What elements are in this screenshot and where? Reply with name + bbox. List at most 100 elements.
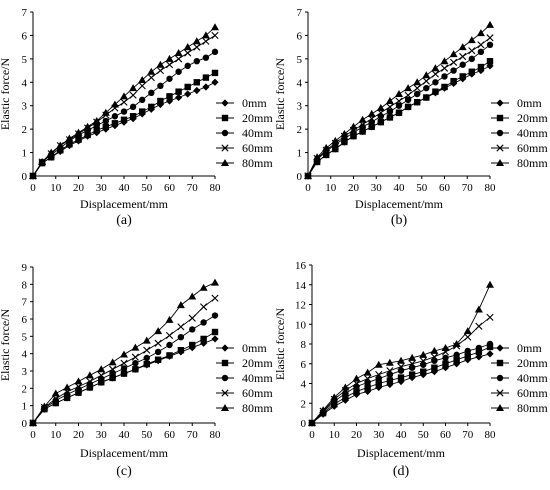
data-point xyxy=(475,344,483,352)
series-80mm xyxy=(29,278,219,426)
legend-entry: 80mm xyxy=(216,156,273,170)
data-point xyxy=(29,172,37,179)
data-point xyxy=(313,153,322,161)
data-point xyxy=(147,67,156,75)
y-tick-label: 0 xyxy=(297,171,303,183)
data-point xyxy=(367,109,376,117)
y-tick-label: 8 xyxy=(301,339,307,351)
data-point xyxy=(459,73,466,80)
legend-marker xyxy=(496,114,504,122)
data-point xyxy=(397,374,405,381)
legend-marker xyxy=(221,359,229,367)
y-axis-label: Elastic force/N xyxy=(0,58,12,131)
data-point xyxy=(486,340,494,348)
legend-marker xyxy=(496,159,504,166)
data-point xyxy=(395,90,403,97)
legend-label: 80mm xyxy=(242,156,273,170)
legend-marker xyxy=(221,374,229,382)
data-point xyxy=(129,113,137,120)
panel-label: (b) xyxy=(391,213,408,228)
legend-entry: 80mm xyxy=(491,156,548,170)
data-point xyxy=(131,343,140,351)
data-point xyxy=(323,151,330,159)
y-tick-label: 6 xyxy=(301,359,307,371)
data-point xyxy=(165,54,174,62)
data-point xyxy=(93,127,100,134)
data-point xyxy=(175,93,183,102)
data-point xyxy=(408,360,416,368)
data-point xyxy=(156,60,165,68)
x-axis-label: Displacement/mm xyxy=(80,446,169,460)
data-point xyxy=(386,103,394,111)
data-point xyxy=(358,115,367,123)
data-point xyxy=(47,148,56,156)
x-tick-label: 60 xyxy=(439,182,451,194)
data-point xyxy=(364,387,372,395)
data-point xyxy=(486,350,494,358)
series-80mm xyxy=(308,280,494,426)
data-point xyxy=(74,383,83,391)
data-point xyxy=(110,100,119,108)
data-point xyxy=(129,91,137,99)
data-point xyxy=(422,71,431,79)
legend-marker xyxy=(496,404,504,411)
data-point xyxy=(452,340,461,347)
data-point xyxy=(83,122,92,130)
y-tick-label: 14 xyxy=(295,280,307,292)
legend-label: 0mm xyxy=(517,341,542,355)
data-point xyxy=(200,339,208,347)
data-point xyxy=(38,157,47,165)
x-tick-label: 60 xyxy=(164,182,176,194)
data-point xyxy=(200,303,208,311)
data-point xyxy=(476,29,485,37)
data-point xyxy=(109,365,117,373)
data-point xyxy=(166,341,173,349)
legend-label: 60mm xyxy=(242,141,273,155)
y-tick-label: 1 xyxy=(22,148,28,160)
series-line xyxy=(311,353,491,424)
legend-marker xyxy=(221,99,229,107)
data-point xyxy=(120,92,128,100)
y-axis-label: Elastic force/N xyxy=(0,309,12,382)
chart-panel-d: 0 10 20 30 40 50 60 70 80 0 2 4 6 8 10 12 14 16 Displaceme… xyxy=(273,260,548,479)
data-point xyxy=(154,327,163,335)
data-point xyxy=(352,374,361,382)
data-point xyxy=(397,363,405,371)
x-tick-label: 30 xyxy=(96,429,108,441)
data-point xyxy=(154,356,162,363)
x-tick-label: 50 xyxy=(141,182,153,194)
data-point xyxy=(56,141,65,149)
legend-marker xyxy=(496,129,504,137)
data-point xyxy=(413,78,422,86)
data-point xyxy=(308,419,316,426)
x-tick-label: 30 xyxy=(371,182,383,194)
y-tick-label: 0 xyxy=(22,418,28,430)
data-point xyxy=(431,364,438,371)
data-point xyxy=(386,377,394,384)
y-tick-label: 8 xyxy=(22,279,28,291)
data-point xyxy=(340,129,349,137)
y-tick-label: 5 xyxy=(22,54,28,66)
legend-marker xyxy=(221,159,229,166)
legend-label: 60mm xyxy=(242,386,273,400)
data-point xyxy=(353,388,360,395)
data-point xyxy=(385,97,394,105)
data-point xyxy=(341,138,348,146)
panel-label: (c) xyxy=(116,464,132,479)
x-tick-label: 80 xyxy=(485,429,497,441)
data-point xyxy=(129,103,137,111)
data-point xyxy=(486,280,494,288)
chart-panel-b: 0 10 20 30 40 50 60 70 80 0 1 2 3 4 5 6 7 Displacement/mm… xyxy=(273,7,548,228)
data-point xyxy=(341,383,350,391)
data-point xyxy=(193,43,201,51)
x-tick-label: 50 xyxy=(141,429,153,441)
data-point xyxy=(414,90,421,98)
legend-marker xyxy=(221,144,229,152)
y-tick-label: 10 xyxy=(295,319,307,331)
data-point xyxy=(177,323,185,331)
data-point xyxy=(486,41,494,48)
data-point xyxy=(408,353,417,361)
data-point xyxy=(397,356,405,364)
legend-marker xyxy=(221,404,229,411)
